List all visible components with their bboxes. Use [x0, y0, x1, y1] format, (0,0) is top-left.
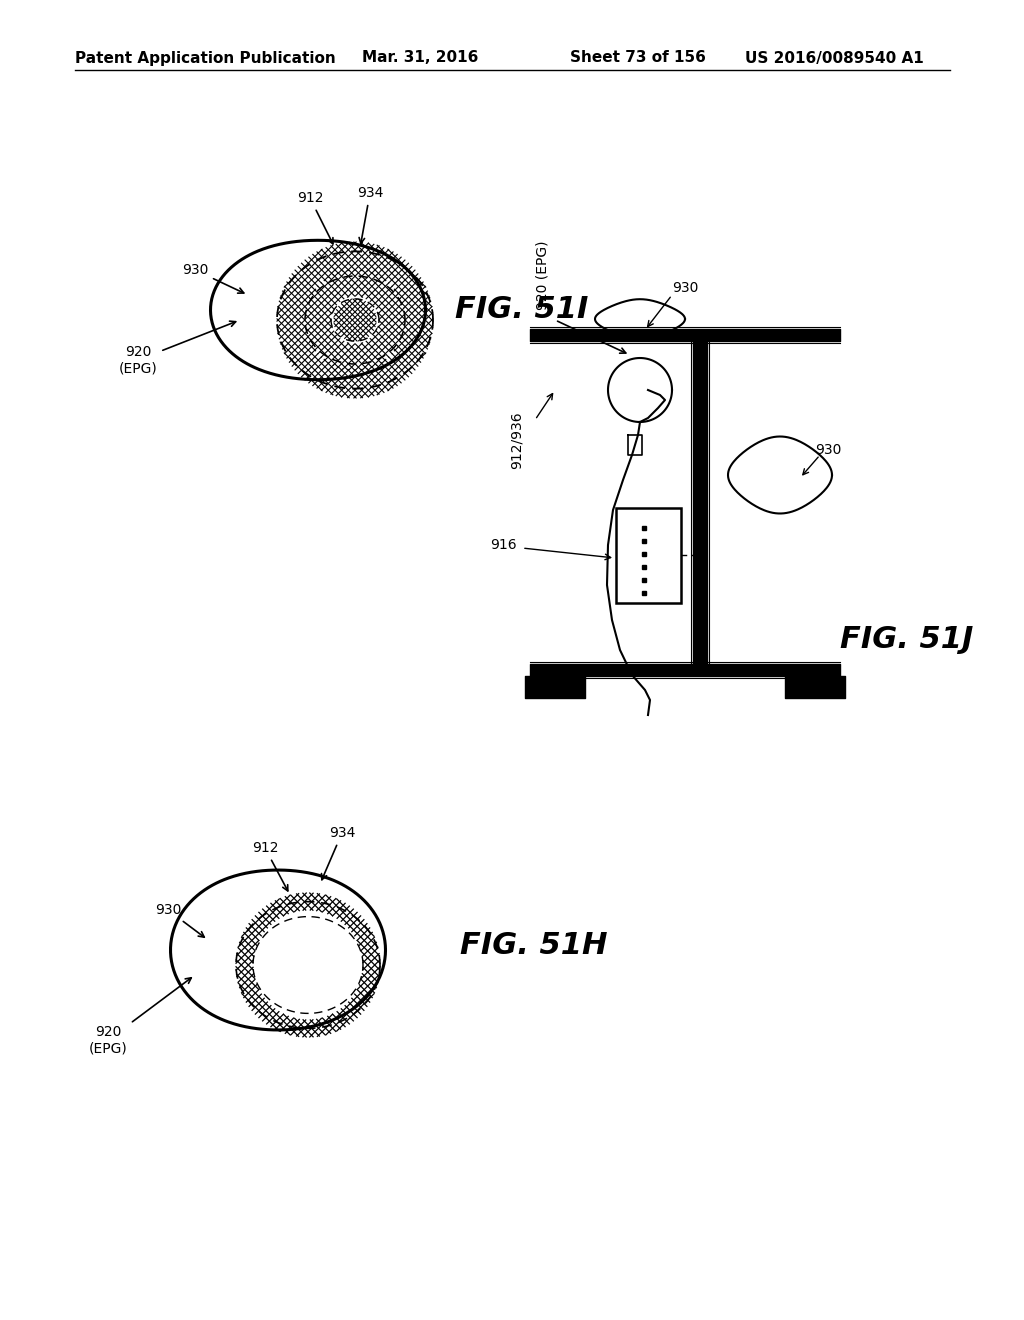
Text: 930: 930: [672, 281, 698, 294]
Text: 912: 912: [297, 191, 333, 244]
Text: FIG. 51J: FIG. 51J: [840, 626, 974, 655]
Text: 930: 930: [182, 263, 244, 293]
Text: 920
(EPG): 920 (EPG): [89, 978, 191, 1055]
Text: Sheet 73 of 156: Sheet 73 of 156: [570, 50, 706, 66]
Text: FIG. 51H: FIG. 51H: [460, 931, 607, 960]
Text: FIG. 51I: FIG. 51I: [455, 296, 589, 325]
Text: 934: 934: [356, 186, 383, 243]
Text: 934: 934: [322, 826, 355, 879]
Text: 920 (EPG): 920 (EPG): [535, 240, 549, 310]
Text: 930: 930: [155, 903, 205, 937]
Text: 912/936: 912/936: [510, 412, 524, 469]
Text: 930: 930: [815, 444, 842, 457]
Text: 920
(EPG): 920 (EPG): [119, 321, 236, 375]
Text: Patent Application Publication: Patent Application Publication: [75, 50, 336, 66]
Text: 916: 916: [490, 539, 517, 552]
Text: Mar. 31, 2016: Mar. 31, 2016: [362, 50, 478, 66]
Text: US 2016/0089540 A1: US 2016/0089540 A1: [745, 50, 924, 66]
Bar: [615, 507, 681, 602]
Text: 912: 912: [252, 841, 288, 891]
